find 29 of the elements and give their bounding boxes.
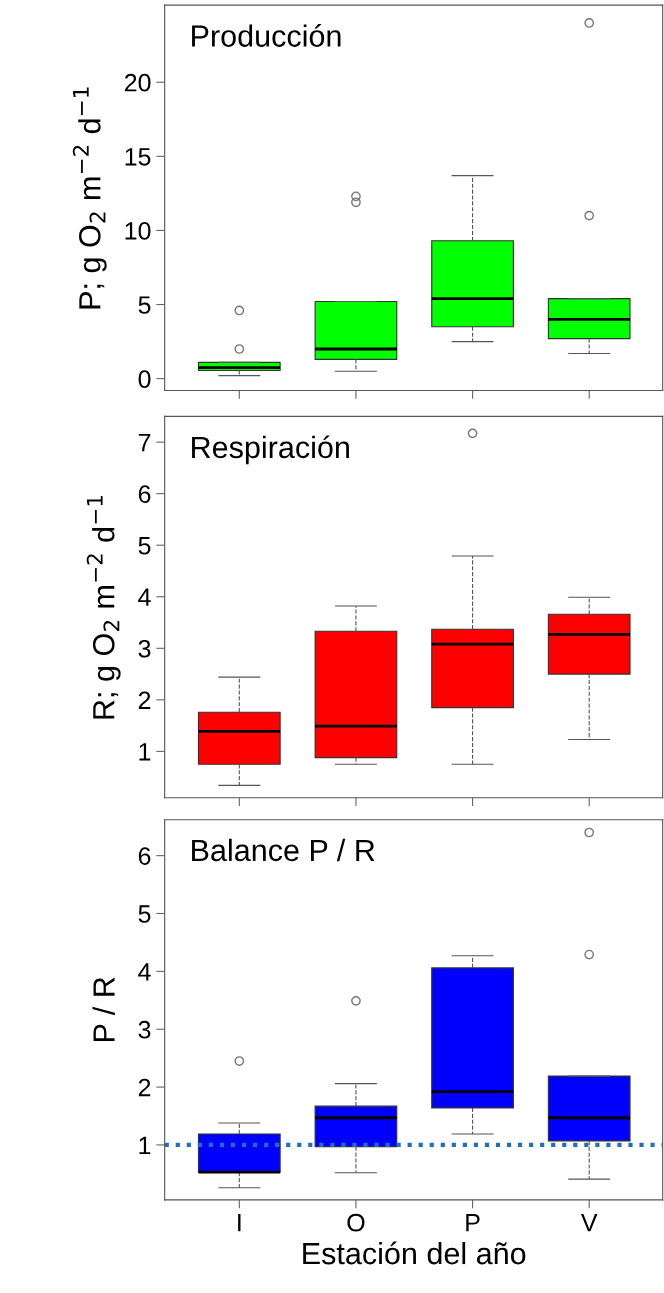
y-tick-label: 10 <box>125 222 151 240</box>
chart-title: Producción <box>192 24 341 47</box>
x-tick-label: V <box>580 1214 598 1232</box>
y-axis-title: P / R <box>92 977 115 1042</box>
y-tick-label: 5 <box>138 905 151 923</box>
y-tick-label: 5 <box>138 537 151 555</box>
x-axis-title: Estación del año <box>303 1241 526 1265</box>
y-axis-title: P; g O$_{2}$ m$^{−2}$ d$^{−1}$ <box>72 87 107 309</box>
y-tick-label: 2 <box>138 691 151 709</box>
y-tick-label: 15 <box>125 148 151 166</box>
x-tick-label: I <box>238 1214 241 1232</box>
y-axis-title: R; g O$_{2}$ m$^{−2}$ d$^{−1}$ <box>86 496 121 719</box>
y-tick-label: 4 <box>138 588 151 606</box>
y-tick-label: 20 <box>124 73 151 92</box>
y-tick-label: 7 <box>138 433 151 452</box>
chart-title: Balance P / R <box>192 838 375 862</box>
y-tick-label: 6 <box>138 485 151 503</box>
y-tick-label: 6 <box>138 847 151 865</box>
y-tick-label: 2 <box>138 1078 151 1097</box>
y-tick-label: 3 <box>138 639 151 658</box>
text: Respiración <box>192 435 349 465</box>
x-tick-label: P <box>466 1214 480 1232</box>
y-tick-label: 4 <box>138 963 151 981</box>
y-tick-label: 3 <box>138 1020 151 1039</box>
y-tick-label: 1 <box>139 1136 151 1154</box>
x-tick-label: O <box>347 1213 365 1232</box>
y-tick-label: 0 <box>138 370 151 388</box>
y-tick-label: 1 <box>139 743 151 761</box>
y-tick-label: 5 <box>138 296 151 314</box>
